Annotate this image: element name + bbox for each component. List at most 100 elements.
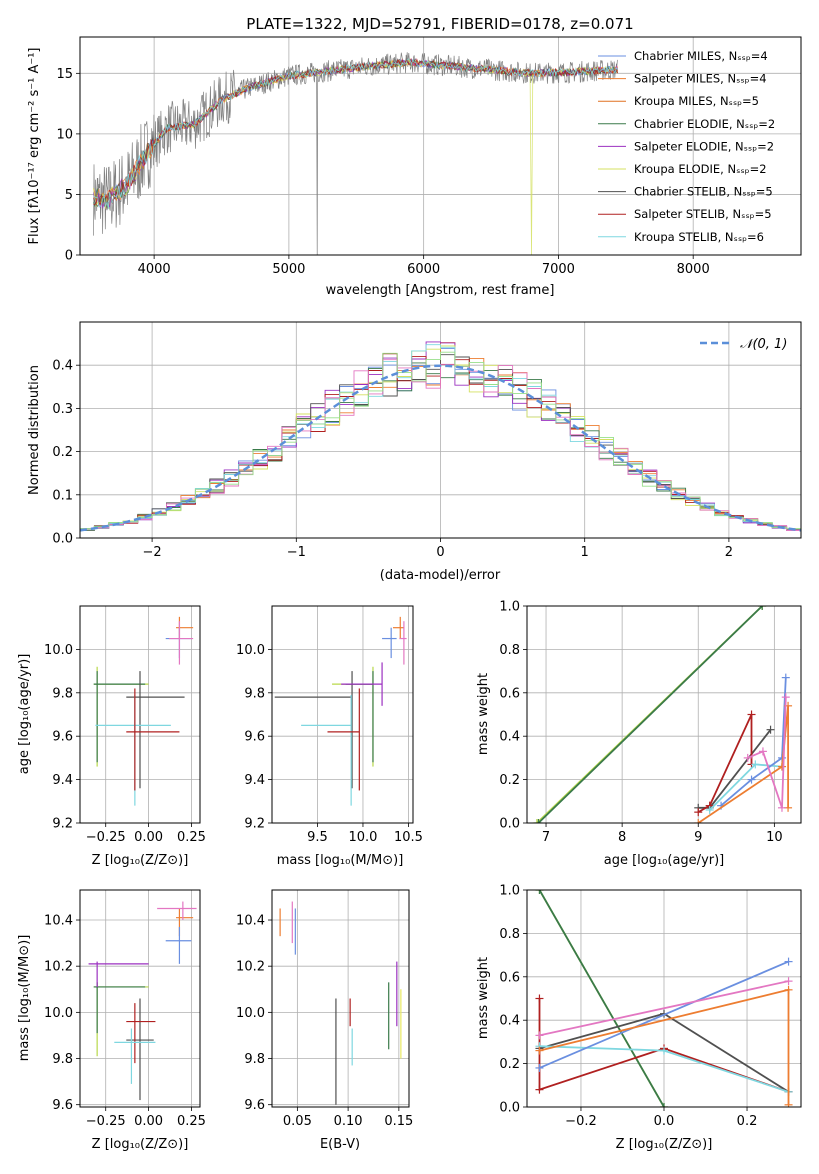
y-tick-label: 9.4 [244,773,265,788]
legend-label: Chabrier MILES, Nₛₛₚ=4 [634,49,768,63]
y-tick-label: 0.0 [52,532,73,547]
y-tick-label: 10.0 [44,1006,73,1021]
legend-label: Kroupa ELODIE, Nₛₛₚ=2 [634,162,767,176]
weight-metallicity-ylabel: mass weight [476,957,491,1039]
y-tick-label: 10.0 [236,1006,265,1021]
age-vs-metallicity-panel: −0.25 0.00 0.25 9.2 9.4 9.6 9.8 10.0 Z [log₁₀(Z… [17,605,206,868]
model-spectrum-line [93,58,619,207]
y-tick-label: 9.6 [52,730,73,745]
mass-weight-line [537,606,763,823]
mass-weight-line [720,677,787,807]
x-tick-label: 8000 [677,262,710,277]
y-tick-label: 0.6 [499,686,520,701]
weight-age-xlabel: age [log₁₀(age/yr)] [604,853,725,868]
weight-vs-metallicity-panel: −0.2 0.0 0.2 0.0 0.2 0.4 0.6 0.8 1.0 Z [log₁₀(Z/… [476,884,802,1152]
x-tick-label: 0.15 [384,1114,413,1129]
weight-age-ylabel: mass weight [476,673,491,755]
mass-metallicity-xlabel: Z [log₁₀(Z/Z⊙)] [92,1137,189,1152]
y-tick-label: 15 [56,67,73,82]
spectrum-legend: Chabrier MILES, Nₛₛₚ=4 Salpeter MILES, Nₛ… [598,49,775,244]
x-tick-label: 0.25 [177,1114,206,1129]
age-metallicity-ylabel: age [log₁₀(age/yr)] [17,654,32,775]
model-spectrum-line [93,58,619,207]
mass-vs-metallicity-panel: −0.25 0.00 0.25 9.6 9.8 10.0 10.2 10.4 Z [log₁₀… [17,889,206,1152]
y-tick-label: 10.0 [44,643,73,658]
x-tick-label: 0.0 [654,1114,675,1129]
age-vs-mass-panel: 9.5 10.0 10.5 9.2 9.4 9.6 9.8 10.0 mass [log₁₀(… [236,605,423,868]
x-tick-label: 1 [581,545,589,560]
model-spectrum-line [93,58,619,211]
x-tick-label: 10.5 [394,830,423,845]
spectrum-title: PLATE=1322, MJD=52791, FIBERID=0178, z=0… [246,15,633,33]
spectrum-xlabel: wavelength [Angstrom, rest frame] [326,283,555,298]
y-tick-label: 9.2 [52,817,73,832]
mass-weight-line [539,960,789,1069]
age-mass-xlabel: mass [log₁₀(M/M⊙)] [277,853,404,868]
y-tick-label: 10.4 [44,914,73,929]
model-spectrum-line [93,58,619,207]
weight-vs-age-panel: 7 8 9 10 0.0 0.2 0.4 0.6 0.8 1.0 age [log₁₀(age/y… [476,600,802,868]
x-tick-label: 4000 [138,262,171,277]
y-tick-label: 1.0 [499,884,520,899]
weight-age-frame [526,605,802,824]
y-tick-label: 0.0 [499,1101,520,1116]
y-tick-label: 0.0 [499,817,520,832]
y-tick-label: 10.0 [236,643,265,658]
mass-metallicity-ylabel: mass [log₁₀(M/M⊙)] [17,935,32,1062]
x-tick-label: 0 [436,545,444,560]
residual-histograms [80,341,801,533]
y-tick-label: 9.6 [244,730,265,745]
mass-weight-line [539,980,789,1037]
x-tick-label: 8 [618,830,626,845]
y-tick-label: 0.2 [52,445,73,460]
residual-ylabel: Normed distribution [27,365,42,495]
legend-label: Kroupa STELIB, Nₛₛₚ=6 [634,230,764,244]
x-tick-label: 0.05 [283,1114,312,1129]
y-tick-label: 5 [65,188,73,203]
x-tick-label: 6000 [407,262,440,277]
y-tick-label: 0 [65,249,73,264]
x-tick-label: 0.00 [134,1114,163,1129]
y-tick-label: 0.6 [499,970,520,985]
mass-metallicity-frame [79,889,201,1108]
age-metallicity-frame [79,605,201,824]
model-spectrum-line [93,59,619,255]
y-tick-label: 0.4 [52,359,73,374]
y-tick-label: 9.4 [52,773,73,788]
mass-extinction-xlabel: E(B-V) [320,1137,360,1152]
y-tick-label: 9.6 [52,1098,73,1113]
legend-label: Kroupa MILES, Nₛₛₚ=5 [634,94,759,108]
legend-label: Salpeter MILES, Nₛₛₚ=4 [634,72,767,86]
y-tick-label: 0.3 [52,402,73,417]
legend-label: Salpeter STELIB, Nₛₛₚ=5 [634,207,772,221]
spectrum-panel: PLATE=1322, MJD=52791, FIBERID=0178, z=0… [27,15,802,298]
y-tick-label: 10 [56,127,73,142]
x-tick-label: −2 [143,545,162,560]
y-tick-label: 9.2 [244,817,265,832]
y-tick-label: 10.2 [44,960,73,975]
x-tick-label: 2 [725,545,733,560]
legend-label: Chabrier STELIB, Nₛₛₚ=5 [634,185,773,199]
residual-legend: 𝒩(0, 1) [700,337,787,352]
x-tick-label: 0.00 [134,830,163,845]
x-tick-label: 0.25 [177,830,206,845]
observed-spectrum-line [93,52,618,255]
residual-panel: −2 −1 0 1 2 0.0 0.1 0.2 0.3 0.4 (data-model)/erro… [27,321,802,583]
y-tick-label: 0.1 [52,488,73,503]
y-tick-label: 9.8 [52,686,73,701]
x-tick-label: −0.25 [86,1114,126,1129]
age-metallicity-xlabel: Z [log₁₀(Z/Z⊙)] [92,853,189,868]
x-tick-label: 0.2 [737,1114,758,1129]
mass-weight-line [747,697,787,809]
x-tick-label: −1 [287,545,306,560]
y-tick-label: 0.8 [499,643,520,658]
y-tick-label: 0.8 [499,927,520,942]
spectrum-axes-frame [79,36,802,256]
x-tick-label: 0.10 [334,1114,363,1129]
weight-metallicity-xlabel: Z [log₁₀(Z/Z⊙)] [616,1137,713,1152]
legend-label: Chabrier ELODIE, Nₛₛₚ=2 [634,117,775,131]
mass-weight-line [538,890,665,1107]
y-tick-label: 0.2 [499,773,520,788]
x-tick-label: −0.25 [86,830,126,845]
